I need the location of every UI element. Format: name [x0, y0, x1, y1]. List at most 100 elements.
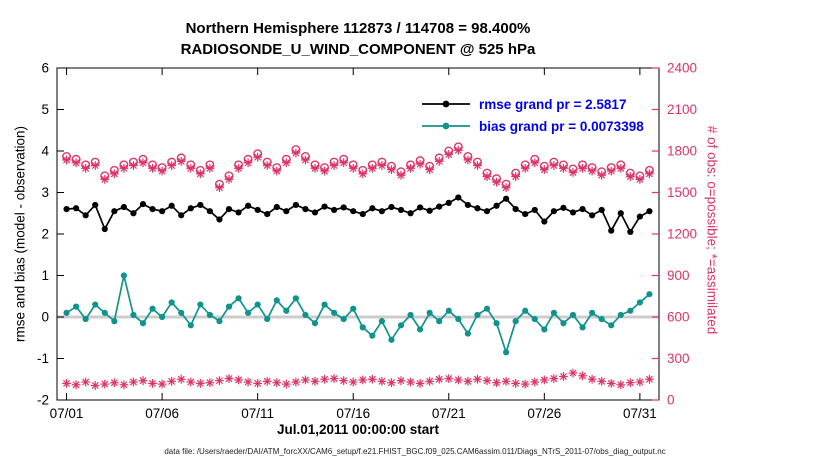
bias-marker [531, 315, 538, 323]
y-left-tick-label: -1 [37, 351, 49, 366]
obs-assimilated-marker [512, 173, 520, 181]
obs-assimilated-marker [387, 166, 395, 174]
bias-marker [92, 301, 99, 308]
obs-count-lower-marker [368, 375, 376, 383]
bias-marker [159, 313, 166, 321]
obs-count-lower-marker [321, 375, 329, 383]
rmse-marker [503, 195, 510, 202]
bias-marker [359, 324, 366, 331]
bias-marker [436, 318, 443, 325]
x-tick-label: 07/21 [432, 406, 466, 421]
rmse-marker [206, 208, 213, 215]
y-right-tick-label: 600 [667, 310, 690, 325]
obs-assimilated-marker [531, 159, 539, 167]
bias-marker [569, 311, 577, 319]
bias-marker [273, 297, 280, 304]
obs-assimilated-marker [282, 159, 290, 167]
y-right-tick-label: 1800 [667, 144, 697, 159]
obs-count-lower-marker [349, 378, 357, 386]
rmse-marker [273, 203, 280, 211]
bias-line [66, 275, 650, 356]
x-axis-label: Jul.01,2011 00:00:00 start [276, 422, 440, 437]
obs-count-lower-marker [359, 376, 367, 384]
legend-label-rmse: rmse grand pr = 2.5817 [479, 96, 627, 112]
obs-assimilated-marker [521, 164, 529, 172]
obs-assimilated-marker [454, 146, 462, 154]
y-left-tick-label: 1 [41, 268, 49, 283]
obs-count-lower-marker [445, 375, 453, 383]
bias-marker [321, 301, 328, 308]
obs-count-lower-marker [435, 375, 443, 383]
obs-count-lower-marker [588, 375, 596, 383]
legend-item-rmse: rmse grand pr = 2.5817 [420, 93, 644, 115]
obs-count-lower-marker [101, 380, 109, 388]
bias-marker [302, 311, 309, 319]
obs-count-lower-marker [120, 381, 128, 389]
obs-assimilated-marker [559, 164, 567, 172]
rmse-marker [187, 205, 194, 212]
bias-marker [283, 307, 290, 314]
obs-assimilated-marker [321, 167, 329, 175]
rmse-line [66, 196, 650, 234]
bias-line-swatch [422, 122, 470, 130]
obs-count-lower-marker [426, 377, 434, 385]
obs-count-lower-marker [311, 377, 319, 385]
bias-marker [522, 307, 529, 314]
obs-count-lower-marker [129, 378, 137, 386]
bias-marker [589, 309, 596, 316]
obs-assimilated-marker [311, 164, 319, 172]
bias-marker [168, 299, 175, 306]
rmse-marker [627, 228, 634, 236]
rmse-marker [245, 202, 252, 209]
rmse-marker [417, 204, 424, 211]
obs-assimilated-marker [607, 167, 615, 175]
obs-assimilated-marker [91, 161, 99, 170]
bias-marker [445, 307, 452, 314]
obs-assimilated-marker [110, 170, 118, 178]
bias-marker [550, 309, 557, 316]
bias-marker [120, 272, 127, 279]
obs-count-lower-marker [340, 377, 348, 385]
obs-assimilated-marker [63, 156, 71, 164]
obs-assimilated-marker [483, 173, 491, 181]
rmse-marker [92, 201, 99, 209]
obs-assimilated-marker [72, 159, 80, 167]
rmse-marker [292, 201, 299, 209]
bias-marker [331, 309, 338, 316]
obs-assimilated-marker [378, 161, 386, 170]
obs-assimilated-marker [464, 156, 472, 164]
obs-assimilated-marker [196, 170, 204, 178]
bias-marker [340, 315, 347, 323]
obs-count-lower-marker [235, 376, 243, 384]
x-tick-label: 07/11 [241, 406, 274, 421]
rmse-marker [560, 204, 567, 211]
rmse-marker [579, 206, 586, 213]
obs-assimilated-marker [158, 167, 166, 175]
obs-count-lower-marker [569, 369, 577, 377]
bias-marker [493, 320, 500, 327]
y-left-tick-label: 2 [41, 227, 49, 242]
obs-assimilated-marker [588, 167, 596, 175]
x-tick-label: 07/01 [50, 406, 84, 421]
chart-title-line2: RADIOSONDE_U_WIND_COMPONENT @ 525 hPa [180, 41, 536, 58]
obs-count-lower-marker [273, 379, 281, 387]
obs-count-lower-marker [607, 379, 615, 387]
rmse-marker [569, 209, 577, 216]
obs-assimilated-marker [340, 159, 348, 167]
rmse-marker [350, 208, 357, 215]
y-right-tick-label: 300 [667, 351, 690, 366]
rmse-marker [407, 210, 414, 217]
obs-count-lower-marker [177, 375, 185, 383]
obs-assimilated-marker [301, 156, 309, 164]
obs-assimilated-marker [626, 173, 634, 181]
obs-assimilated-marker [569, 168, 577, 176]
data-file-caption: data file: /Users/raeder/DAI/ATM_forcXX/… [164, 447, 666, 456]
x-tick-label: 07/06 [145, 406, 179, 421]
rmse-marker [302, 206, 309, 213]
obs-assimilated-marker [215, 184, 223, 192]
bias-marker [369, 332, 376, 339]
rmse-marker [646, 208, 653, 215]
rmse-marker [483, 208, 491, 215]
obs-assimilated-marker [168, 161, 176, 170]
obs-count-lower-marker [598, 377, 606, 385]
